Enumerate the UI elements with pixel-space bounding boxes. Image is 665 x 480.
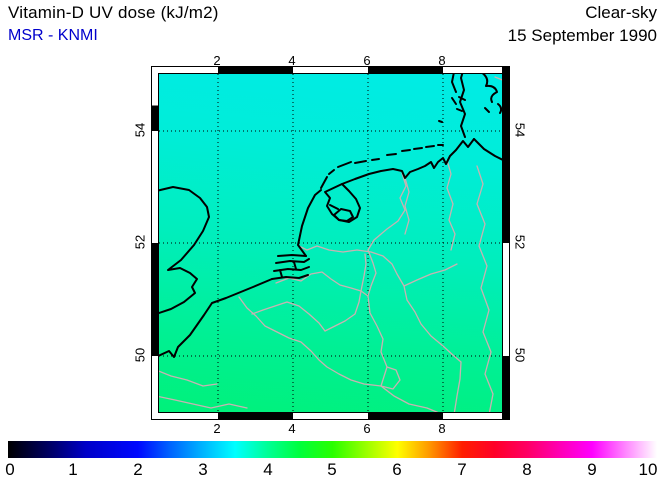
lon-label-bottom-4: 4 — [288, 421, 296, 436]
lat-label-right-52: 52 — [512, 234, 528, 250]
lat-label-right-54: 54 — [512, 122, 528, 138]
lon-label-top-2: 2 — [213, 53, 221, 68]
lon-label-top-6: 6 — [363, 53, 371, 68]
colorbar-tick-1: 1 — [68, 460, 78, 479]
colorbar-tick-10: 10 — [638, 460, 658, 479]
lat-label-left-54: 54 — [132, 122, 148, 138]
date-label: 15 September 1990 — [507, 26, 657, 45]
colorbar-tick-5: 5 — [327, 460, 337, 479]
map-border-top — [152, 67, 509, 74]
colorbar-tick-6: 6 — [392, 460, 402, 479]
lat-label-right-50: 50 — [512, 347, 528, 363]
colorbar-tick-2: 2 — [133, 460, 143, 479]
data-source-label: MSR - KNMI — [8, 27, 98, 44]
lon-label-bottom-8: 8 — [438, 421, 446, 436]
coastlines — [159, 74, 502, 358]
lon-label-bottom-6: 6 — [363, 421, 371, 436]
lon-label-top-8: 8 — [438, 53, 446, 68]
colorbar-tick-4: 4 — [263, 460, 273, 479]
colorbar-tick-7: 7 — [457, 460, 467, 479]
map-overlay-svg — [159, 74, 502, 412]
lat-label-left-50: 50 — [132, 347, 148, 363]
colorbar-tick-3: 3 — [198, 460, 208, 479]
map-frame — [151, 66, 510, 420]
map-border-left — [152, 67, 159, 419]
graticule — [159, 74, 502, 412]
map-border-right — [502, 67, 509, 419]
colorbar-tick-0: 0 — [5, 460, 15, 479]
uv-dose-field-map — [158, 73, 503, 413]
page-title: Vitamin-D UV dose (kJ/m2) — [8, 3, 219, 22]
lon-label-top-4: 4 — [288, 53, 296, 68]
lon-label-bottom-2: 2 — [213, 421, 221, 436]
colorbar-tick-8: 8 — [522, 460, 532, 479]
sky-condition-label: Clear-sky — [585, 3, 657, 22]
colorbar-tick-9: 9 — [587, 460, 597, 479]
lat-label-left-52: 52 — [132, 234, 148, 250]
colorbar-gradient — [8, 441, 657, 458]
country-borders — [159, 76, 502, 412]
map-border-bottom — [152, 412, 509, 419]
